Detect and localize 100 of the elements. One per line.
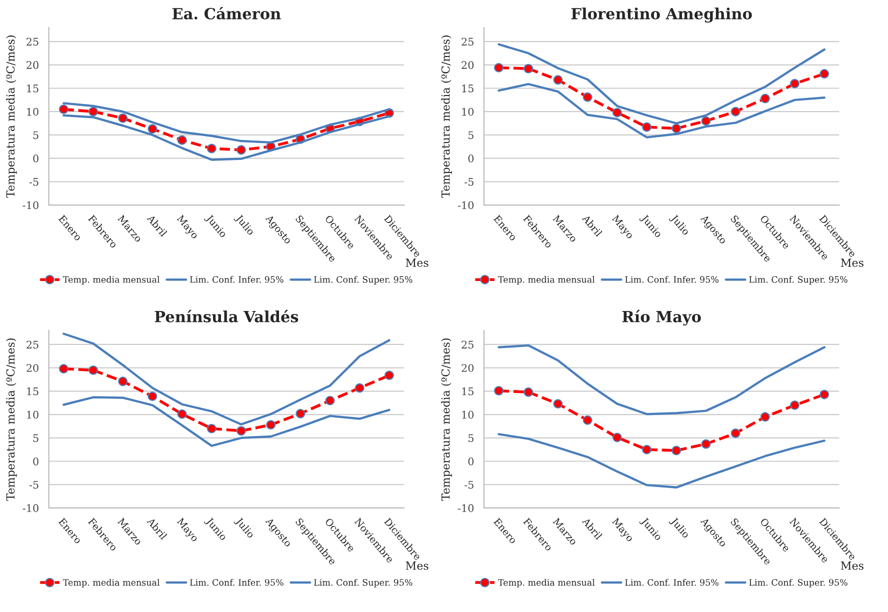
x-axis-title: Mes	[406, 258, 428, 267]
y-tick-label: 0	[33, 457, 38, 466]
point	[58, 104, 68, 114]
y-tick-label: 15	[27, 84, 38, 92]
point	[642, 122, 652, 132]
point	[701, 116, 711, 126]
y-tick-label: 5	[33, 434, 38, 442]
legend-label: Temp. media mensual	[498, 578, 595, 588]
x-axis-title: Mes	[840, 562, 864, 570]
legend-label: Lim. Conf. Super. 95%	[749, 276, 848, 284]
point	[790, 78, 800, 88]
point	[206, 424, 216, 434]
point	[612, 432, 622, 442]
legend-label: Lim. Conf. Infer. 95%	[625, 578, 718, 586]
y-axis-title: Temperatura media (ºC/mes)	[441, 36, 452, 198]
y-tick-label: 0	[468, 154, 474, 162]
x-axis-title: Mes	[840, 258, 864, 267]
point	[494, 386, 504, 396]
legend-label: Lim. Conf. Super. 95%	[314, 276, 412, 284]
y-tick-label: -10	[22, 504, 38, 512]
y-tick-label: 25	[462, 38, 474, 46]
point	[820, 390, 830, 400]
point	[790, 400, 800, 410]
y-tick-label: 15	[462, 387, 474, 396]
point	[88, 365, 98, 375]
point	[524, 387, 534, 397]
legend-label: Temp. media mensual	[62, 578, 160, 588]
line-series	[498, 344, 826, 416]
point	[88, 106, 98, 116]
point	[701, 439, 711, 449]
point	[266, 420, 276, 430]
y-tick-label: -5	[464, 178, 474, 186]
y-tick-label: 20	[462, 61, 474, 70]
y-axis-title: Temperatura media (ºC/mes)	[441, 338, 452, 501]
y-tick-label: -5	[29, 178, 38, 186]
point	[236, 426, 246, 436]
point	[672, 446, 682, 456]
legend-label: Lim. Conf. Infer. 95%	[190, 276, 284, 283]
point	[760, 412, 770, 422]
y-tick-label: 25	[462, 340, 474, 349]
point	[177, 135, 187, 145]
y-tick-label: -5	[464, 480, 474, 489]
chart-title: Península Valdés	[154, 310, 298, 322]
y-tick-label: 0	[468, 457, 474, 466]
point	[730, 106, 740, 116]
y-tick-label: 20	[26, 61, 38, 70]
y-tick-label: 10	[27, 410, 38, 419]
legend-label: Lim. Conf. Infer. 95%	[190, 578, 284, 586]
point	[384, 370, 394, 380]
y-tick-label: 20	[462, 364, 474, 372]
point	[642, 444, 652, 454]
y-tick-label: 5	[468, 131, 474, 140]
point	[148, 124, 158, 134]
legend-label: Temp. media mensual	[62, 276, 160, 284]
point	[820, 69, 830, 78]
y-tick-label: 0	[33, 154, 38, 162]
point	[553, 75, 563, 85]
y-tick-label: 10	[462, 410, 474, 419]
y-tick-label: 10	[27, 108, 38, 116]
point	[494, 62, 504, 72]
line-series	[62, 396, 390, 447]
point	[206, 144, 216, 154]
legend-label: Lim. Conf. Infer. 95%	[625, 276, 718, 283]
point	[236, 145, 246, 155]
point	[118, 376, 128, 386]
chart-title: Florentino Ameghino	[571, 8, 752, 23]
point	[760, 94, 770, 104]
point	[582, 92, 592, 102]
y-tick-label: -10	[458, 201, 474, 210]
legend-label: Lim. Conf. Super. 95%	[314, 578, 412, 588]
point	[177, 409, 187, 419]
y-tick-label: -5	[29, 480, 38, 489]
y-axis-title: Temperatura media (ºC/mes)	[6, 338, 17, 501]
point	[354, 383, 364, 393]
point	[524, 64, 534, 74]
point	[553, 399, 563, 409]
line-series	[498, 82, 826, 138]
legend-label: Lim. Conf. Super. 95%	[749, 578, 848, 588]
line-series	[498, 433, 826, 489]
x-axis-title: Mes	[406, 562, 428, 570]
y-tick-label: 20	[26, 364, 38, 372]
point	[118, 113, 128, 123]
y-tick-label: 25	[26, 38, 38, 46]
point	[296, 408, 306, 418]
y-axis-title: Temperatura media (ºC/mes)	[6, 36, 17, 198]
point	[325, 396, 335, 406]
y-tick-label: -10	[458, 504, 474, 512]
y-tick-label: 5	[468, 434, 474, 442]
y-tick-label: 15	[27, 387, 38, 396]
point	[58, 364, 68, 374]
chart-title: Ea. Cámeron	[172, 6, 281, 20]
y-tick-label: 5	[33, 131, 38, 140]
y-tick-label: 10	[462, 108, 474, 116]
point	[148, 392, 158, 402]
point	[672, 124, 682, 134]
point	[730, 428, 740, 438]
y-tick-label: 25	[26, 340, 38, 349]
point	[612, 108, 622, 118]
point	[582, 415, 592, 425]
y-tick-label: -10	[22, 201, 38, 210]
